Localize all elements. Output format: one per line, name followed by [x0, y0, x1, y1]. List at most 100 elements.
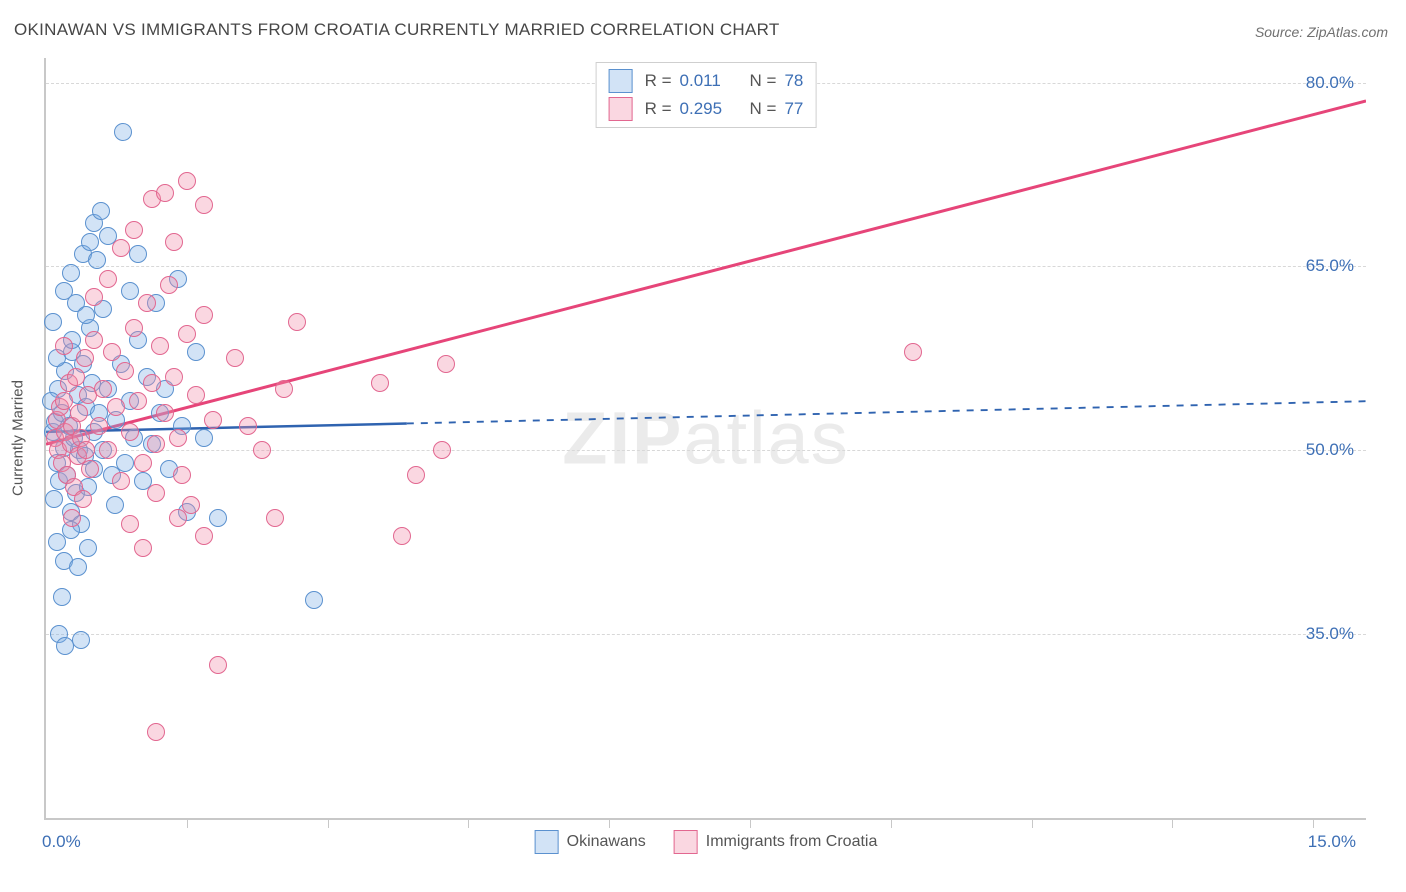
scatter-point-croatia: [70, 404, 88, 422]
scatter-point-okinawans: [69, 558, 87, 576]
legend-item-croatia: Immigrants from Croatia: [674, 830, 878, 854]
y-tick-label: 50.0%: [1306, 440, 1354, 460]
x-tick: [891, 818, 892, 828]
scatter-point-croatia: [121, 423, 139, 441]
x-tick: [1172, 818, 1173, 828]
x-tick: [1032, 818, 1033, 828]
scatter-point-croatia: [90, 417, 108, 435]
scatter-point-croatia: [55, 337, 73, 355]
source-label: Source: ZipAtlas.com: [1255, 24, 1388, 40]
scatter-point-croatia: [253, 441, 271, 459]
scatter-point-croatia: [99, 441, 117, 459]
scatter-point-okinawans: [129, 245, 147, 263]
scatter-point-croatia: [112, 239, 130, 257]
scatter-point-croatia: [55, 392, 73, 410]
scatter-point-croatia: [125, 319, 143, 337]
scatter-point-croatia: [138, 294, 156, 312]
scatter-point-croatia: [134, 539, 152, 557]
x-axis-min-label: 0.0%: [42, 832, 81, 852]
y-tick-label: 80.0%: [1306, 73, 1354, 93]
legend-item-okinawans: Okinawans: [535, 830, 646, 854]
scatter-point-okinawans: [48, 533, 66, 551]
r-value-croatia: 0.295: [680, 99, 736, 119]
scatter-point-okinawans: [62, 264, 80, 282]
legend-swatch-okinawans: [609, 69, 633, 93]
scatter-point-croatia: [187, 386, 205, 404]
scatter-point-okinawans: [195, 429, 213, 447]
scatter-point-croatia: [107, 398, 125, 416]
chart-plot-area: ZIPatlas Currently Married 0.0% 15.0% R …: [44, 58, 1366, 820]
trendline-extrapolated-okinawans: [407, 401, 1366, 423]
scatter-point-okinawans: [81, 233, 99, 251]
watermark-bold: ZIP: [562, 397, 683, 480]
scatter-point-croatia: [63, 509, 81, 527]
scatter-point-croatia: [169, 429, 187, 447]
scatter-point-croatia: [182, 496, 200, 514]
scatter-point-croatia: [121, 515, 139, 533]
scatter-point-croatia: [156, 404, 174, 422]
scatter-point-croatia: [178, 325, 196, 343]
scatter-point-croatia: [266, 509, 284, 527]
legend-swatch-okinawans: [535, 830, 559, 854]
x-tick: [187, 818, 188, 828]
gridline: [46, 450, 1366, 451]
scatter-point-croatia: [239, 417, 257, 435]
scatter-point-okinawans: [88, 251, 106, 269]
scatter-point-croatia: [143, 374, 161, 392]
x-tick: [750, 818, 751, 828]
scatter-point-okinawans: [106, 496, 124, 514]
n-value-croatia: 77: [784, 99, 803, 119]
scatter-point-croatia: [129, 392, 147, 410]
scatter-point-okinawans: [44, 313, 62, 331]
legend-swatch-croatia: [609, 97, 633, 121]
scatter-point-croatia: [393, 527, 411, 545]
x-axis-max-label: 15.0%: [1308, 832, 1356, 852]
scatter-point-croatia: [371, 374, 389, 392]
scatter-point-okinawans: [79, 539, 97, 557]
r-label: R =: [645, 71, 672, 91]
scatter-point-okinawans: [45, 490, 63, 508]
scatter-point-croatia: [407, 466, 425, 484]
n-label: N =: [750, 99, 777, 119]
chart-title: OKINAWAN VS IMMIGRANTS FROM CROATIA CURR…: [14, 20, 780, 40]
scatter-point-croatia: [74, 490, 92, 508]
scatter-point-okinawans: [77, 306, 95, 324]
scatter-point-croatia: [85, 288, 103, 306]
scatter-point-croatia: [147, 723, 165, 741]
scatter-point-croatia: [81, 460, 99, 478]
scatter-point-croatia: [147, 435, 165, 453]
trendline-croatia: [46, 101, 1366, 444]
scatter-point-okinawans: [187, 343, 205, 361]
watermark-rest: atlas: [683, 397, 849, 480]
y-tick-label: 65.0%: [1306, 256, 1354, 276]
r-label: R =: [645, 99, 672, 119]
scatter-point-croatia: [209, 656, 227, 674]
scatter-point-croatia: [77, 441, 95, 459]
scatter-point-croatia: [112, 472, 130, 490]
scatter-point-croatia: [134, 454, 152, 472]
scatter-point-croatia: [94, 380, 112, 398]
scatter-point-croatia: [125, 221, 143, 239]
scatter-point-okinawans: [305, 591, 323, 609]
scatter-point-croatia: [165, 368, 183, 386]
scatter-point-croatia: [103, 343, 121, 361]
x-tick: [328, 818, 329, 828]
x-tick: [1313, 818, 1314, 828]
scatter-point-croatia: [437, 355, 455, 373]
scatter-point-okinawans: [121, 282, 139, 300]
x-tick: [609, 818, 610, 828]
gridline: [46, 634, 1366, 635]
legend-row-croatia: R = 0.295 N = 77: [609, 95, 804, 123]
scatter-point-croatia: [151, 337, 169, 355]
scatter-point-croatia: [85, 331, 103, 349]
legend-label-croatia: Immigrants from Croatia: [706, 833, 878, 851]
scatter-point-okinawans: [209, 509, 227, 527]
scatter-point-okinawans: [92, 202, 110, 220]
trend-lines-svg: [46, 58, 1366, 818]
y-tick-label: 35.0%: [1306, 624, 1354, 644]
watermark: ZIPatlas: [562, 396, 849, 481]
n-value-okinawans: 78: [784, 71, 803, 91]
scatter-point-croatia: [76, 349, 94, 367]
scatter-point-croatia: [275, 380, 293, 398]
scatter-point-croatia: [116, 362, 134, 380]
